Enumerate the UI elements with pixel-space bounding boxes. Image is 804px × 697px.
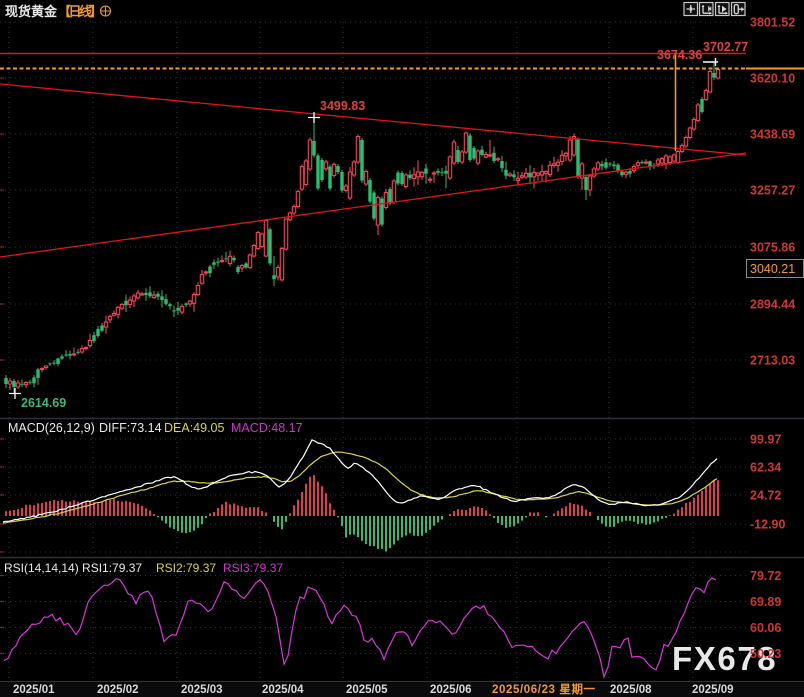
svg-text:3499.83: 3499.83 (320, 99, 365, 113)
svg-text:2614.69: 2614.69 (21, 396, 66, 410)
svg-text:3702.77: 3702.77 (703, 40, 748, 54)
svg-text:MACD(26,12,9): MACD(26,12,9) (8, 421, 95, 435)
svg-text:3257.27: 3257.27 (750, 184, 795, 198)
svg-text:3040.21: 3040.21 (750, 262, 795, 276)
svg-text:2025/09: 2025/09 (692, 684, 734, 696)
svg-text:RSI(14,14,14) RSI1:79.37: RSI(14,14,14) RSI1:79.37 (4, 561, 142, 575)
svg-text:60.06: 60.06 (750, 621, 781, 635)
svg-text:2025/03: 2025/03 (181, 684, 223, 696)
svg-text:2025/02: 2025/02 (97, 684, 139, 696)
svg-text:-12.90: -12.90 (750, 518, 785, 532)
svg-text:79.72: 79.72 (750, 569, 781, 583)
svg-text:2025/06: 2025/06 (430, 684, 472, 696)
svg-text:3438.69: 3438.69 (750, 128, 795, 142)
svg-text:3620.10: 3620.10 (750, 72, 795, 86)
svg-text:2025/04: 2025/04 (262, 684, 304, 696)
svg-text:2025/05: 2025/05 (346, 684, 388, 696)
svg-text:99.97: 99.97 (750, 433, 781, 447)
svg-text:62.34: 62.34 (750, 461, 781, 475)
svg-text:3075.86: 3075.86 (750, 241, 795, 255)
svg-text:DIFF:73.14: DIFF:73.14 (99, 421, 162, 435)
svg-text:RSI3:79.37: RSI3:79.37 (223, 561, 283, 575)
svg-text:3801.52: 3801.52 (750, 16, 795, 30)
svg-text:2025/01: 2025/01 (13, 684, 55, 696)
svg-text:FX678: FX678 (672, 640, 777, 677)
svg-text:RSI2:79.37: RSI2:79.37 (156, 561, 216, 575)
svg-text:【日线】: 【日线】 (58, 4, 100, 19)
svg-text:2894.44: 2894.44 (750, 298, 795, 312)
svg-text:50.23: 50.23 (750, 647, 781, 661)
svg-text:DEA:49.05: DEA:49.05 (164, 421, 225, 435)
svg-text:24.72: 24.72 (750, 489, 781, 503)
svg-text:现货黄金: 现货黄金 (5, 4, 58, 19)
svg-text:3674.36: 3674.36 (657, 48, 702, 62)
svg-text:2713.03: 2713.03 (750, 354, 795, 368)
svg-text:2025/06/23 星期一: 2025/06/23 星期一 (492, 682, 596, 696)
svg-text:2025/08: 2025/08 (610, 684, 652, 696)
svg-text:MACD:48.17: MACD:48.17 (231, 421, 303, 435)
svg-text:69.89: 69.89 (750, 595, 781, 609)
